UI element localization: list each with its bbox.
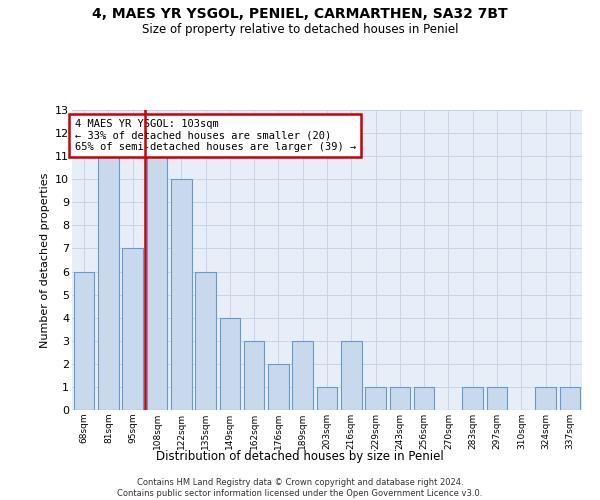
Text: Distribution of detached houses by size in Peniel: Distribution of detached houses by size … — [156, 450, 444, 463]
Text: Size of property relative to detached houses in Peniel: Size of property relative to detached ho… — [142, 22, 458, 36]
Bar — [341, 341, 362, 410]
Text: 4 MAES YR YSGOL: 103sqm
← 33% of detached houses are smaller (20)
65% of semi-de: 4 MAES YR YSGOL: 103sqm ← 33% of detache… — [74, 119, 356, 152]
Bar — [535, 387, 556, 410]
Bar — [365, 387, 386, 410]
Bar — [317, 387, 337, 410]
Bar — [171, 179, 191, 410]
Y-axis label: Number of detached properties: Number of detached properties — [40, 172, 50, 348]
Bar — [463, 387, 483, 410]
Bar — [195, 272, 216, 410]
Bar — [389, 387, 410, 410]
Bar — [292, 341, 313, 410]
Bar — [146, 156, 167, 410]
Bar — [268, 364, 289, 410]
Text: Contains HM Land Registry data © Crown copyright and database right 2024.
Contai: Contains HM Land Registry data © Crown c… — [118, 478, 482, 498]
Bar — [414, 387, 434, 410]
Bar — [98, 156, 119, 410]
Bar — [122, 248, 143, 410]
Bar — [487, 387, 508, 410]
Text: 4, MAES YR YSGOL, PENIEL, CARMARTHEN, SA32 7BT: 4, MAES YR YSGOL, PENIEL, CARMARTHEN, SA… — [92, 8, 508, 22]
Bar — [560, 387, 580, 410]
Bar — [74, 272, 94, 410]
Bar — [244, 341, 265, 410]
Bar — [220, 318, 240, 410]
